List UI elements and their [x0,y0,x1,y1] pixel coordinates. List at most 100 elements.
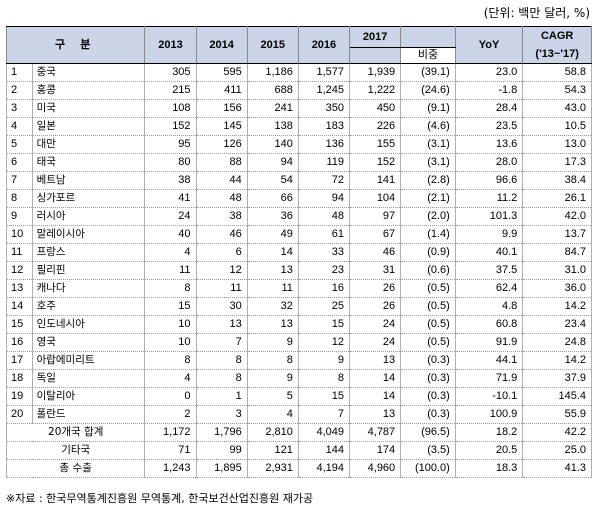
cagr-cell: 84.7 [522,243,592,262]
year-value-cell: 94 [246,153,299,172]
cagr-cell: 36.0 [522,279,592,298]
table-row: 20 폴란드 2 3 4 7 13 (0.3) 100.9 55.9 [6,405,592,424]
year-value-cell: 48 [297,207,351,226]
year-value-cell: 155 [349,135,402,154]
cagr-cell: 37.9 [522,369,592,388]
year-value-cell: 8 [144,279,197,298]
year-value-cell: 5 [246,387,299,406]
year-value-cell: 13 [246,261,299,280]
table-row: 5 대만 95 126 140 136 155 (3.1) 13.6 13.0 [6,135,592,154]
cagr-cell: 55.9 [522,405,592,424]
table-row: 19 이탈리아 0 1 5 15 14 (0.3) -10.1 145.4 [6,387,592,406]
share-cell: (0.5) [400,333,456,352]
yoy-cell: 20.5 [454,441,524,460]
header-share: 비중 [400,46,456,65]
share-cell: (100.0) [400,459,456,478]
year-value-cell: 10 [144,315,197,334]
year-value-cell: 126 [195,135,248,154]
cagr-cell: 13.0 [522,135,592,154]
cagr-cell: 10.5 [522,117,592,136]
country-cell: 영국 [32,333,146,352]
share-cell: (3.1) [400,153,456,172]
summary-label: 총 수출 [5,459,146,478]
header-year: 2017 [349,26,402,48]
year-value-cell: 9 [297,351,351,370]
year-value-cell: 140 [246,135,299,154]
year-value-cell: 104 [349,189,402,208]
year-value-cell: 241 [246,99,299,118]
header-year: 2015 [246,26,299,64]
country-cell: 필리핀 [32,261,146,280]
year-value-cell: 450 [349,99,402,118]
header-yoy: YoY [454,26,524,64]
year-value-cell: 108 [144,99,197,118]
year-value-cell: 4 [144,369,197,388]
year-value-cell: 1,796 [195,423,248,442]
year-value-cell: 2,810 [246,423,299,442]
year-value-cell: 46 [349,243,402,262]
table-row: 17 아랍에미리트 8 8 8 9 13 (0.3) 44.1 14.2 [6,351,592,370]
year-value-cell: 1,172 [144,423,197,442]
yoy-cell: 101.3 [454,207,524,226]
share-cell: (0.5) [400,297,456,316]
summary-row: 20개국 합계 1,172 1,796 2,810 4,049 4,787 (96.5) 18… [5,423,592,442]
year-value-cell: 305 [144,63,197,82]
yoy-cell: 28.4 [454,99,524,118]
table-row: 13 캐나다 8 11 11 16 26 (0.5) 62.4 36.0 [6,279,592,298]
year-value-cell: 24 [349,315,402,334]
share-cell: (96.5) [400,423,456,442]
year-value-cell: 88 [195,153,248,172]
table-row: 14 호주 15 30 32 25 26 (0.5) 4.8 14.2 [6,297,592,316]
year-value-cell: 4,194 [297,459,351,478]
year-value-cell: 26 [349,279,402,298]
rank-cell: 13 [6,279,33,298]
cagr-cell: 23.4 [522,315,592,334]
year-value-cell: 54 [246,171,299,190]
rank-cell: 14 [6,297,33,316]
year-value-cell: 40 [144,225,197,244]
table-row: 16 영국 10 7 9 12 24 (0.5) 91.9 24.8 [6,333,592,352]
yoy-cell: 62.4 [454,279,524,298]
year-value-cell: 7 [297,405,351,424]
yoy-cell: 23.5 [454,117,524,136]
table-header: 구 분 2013 2014 2015 2016 2017 YoY CAGR ('1… [5,26,592,65]
year-value-cell: 44 [195,171,248,190]
year-value-cell: 0 [144,387,197,406]
yoy-cell: 23.0 [454,63,524,82]
yoy-cell: 18.2 [454,423,524,442]
share-cell: (0.3) [400,369,456,388]
year-value-cell: 80 [144,153,197,172]
share-cell: (39.1) [400,63,456,82]
country-cell: 아랍에미리트 [32,351,146,370]
year-value-cell: 7 [195,333,248,352]
cagr-cell: 31.0 [522,261,592,280]
country-cell: 말레이시아 [32,225,146,244]
yoy-cell: 40.1 [454,243,524,262]
table-row: 4 일본 152 145 138 183 226 (4.6) 23.5 10.5 [6,117,592,136]
year-value-cell: 9 [246,369,299,388]
year-value-cell: 1,577 [297,63,351,82]
header-year: 2016 [297,26,351,64]
rank-cell: 1 [6,63,33,82]
rank-cell: 11 [6,243,33,262]
year-value-cell: 15 [144,297,197,316]
share-cell: (1.4) [400,225,456,244]
yoy-cell: 11.2 [454,189,524,208]
year-value-cell: 13 [195,315,248,334]
country-cell: 미국 [32,99,146,118]
year-value-cell: 1,245 [297,81,351,100]
rank-cell: 18 [6,369,33,388]
cagr-cell: 25.0 [522,441,592,460]
year-value-cell: 94 [297,189,351,208]
summary-label: 20개국 합계 [5,423,146,442]
share-cell: (4.6) [400,117,456,136]
yoy-cell: 37.5 [454,261,524,280]
yoy-cell: 18.3 [454,459,524,478]
year-value-cell: 25 [297,297,351,316]
year-value-cell: 4,049 [297,423,351,442]
rank-cell: 16 [6,333,33,352]
table-row: 9 러시아 24 38 36 48 97 (2.0) 101.3 42.0 [6,207,592,226]
year-value-cell: 411 [195,81,248,100]
header-cagr-line1: CAGR [540,30,574,42]
share-cell: (24.6) [400,81,456,100]
